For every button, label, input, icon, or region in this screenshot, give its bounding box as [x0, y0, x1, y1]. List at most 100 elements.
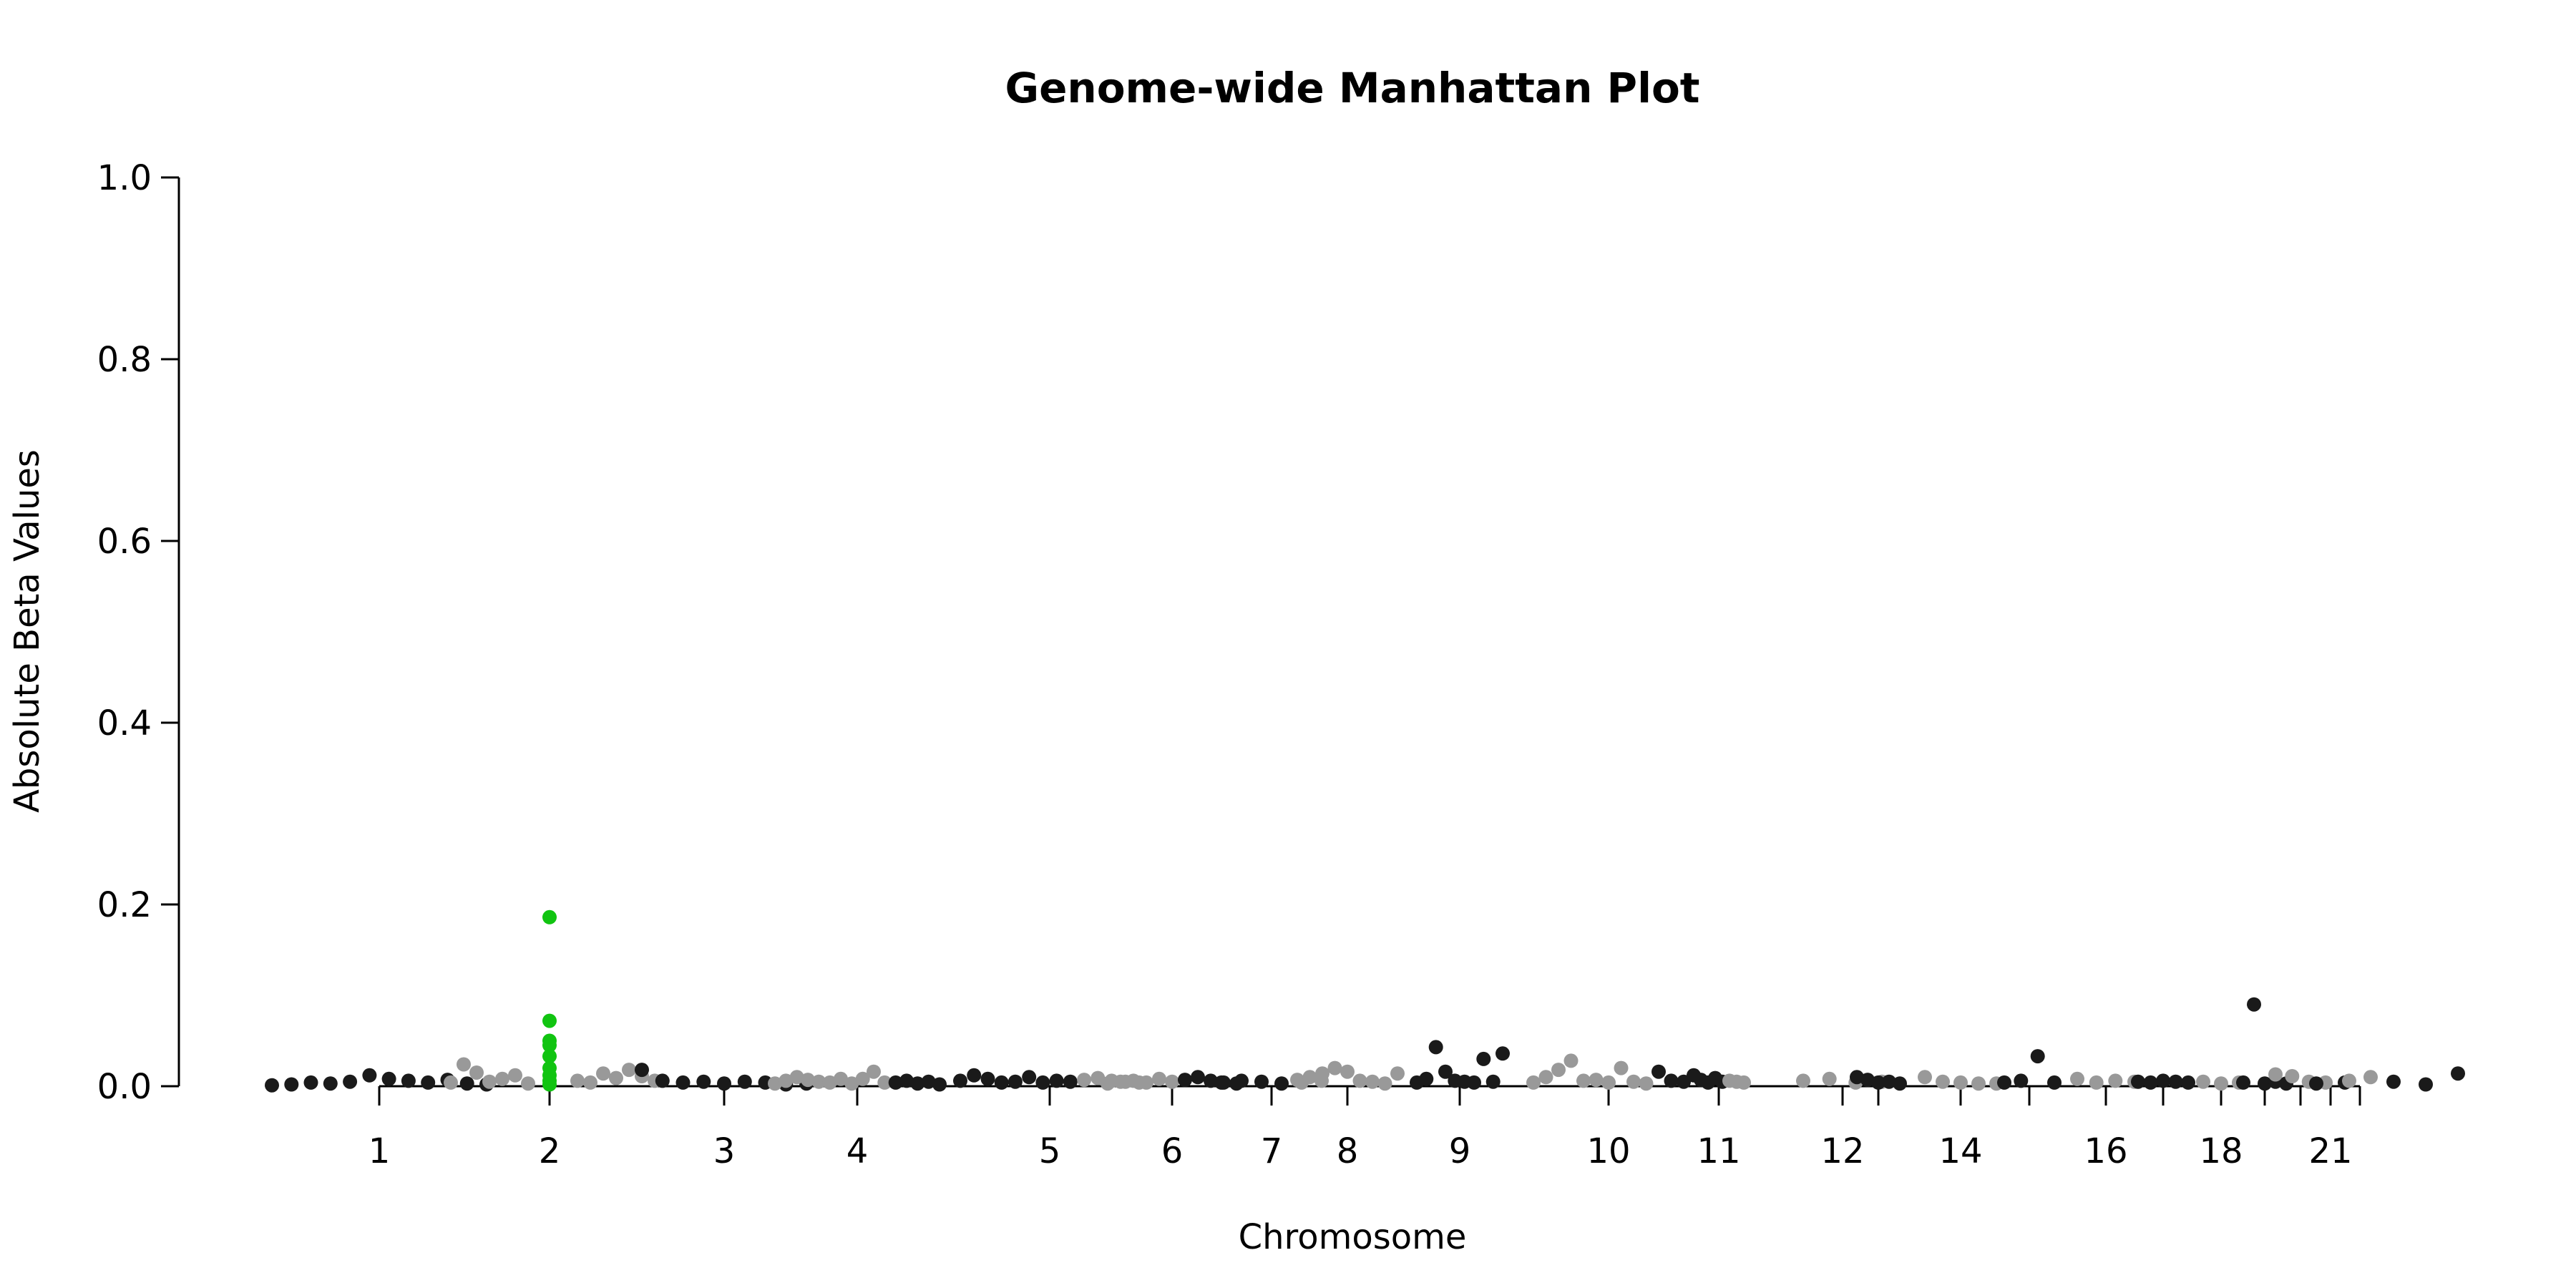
data-point [1639, 1076, 1654, 1091]
data-point [1204, 1073, 1218, 1088]
data-point [1178, 1073, 1192, 1088]
data-point [2247, 997, 2261, 1012]
data-point [542, 1013, 557, 1028]
data-point [1377, 1076, 1392, 1091]
data-point [459, 1076, 474, 1091]
data-point [1049, 1073, 1064, 1088]
data-point [1063, 1074, 1078, 1089]
data-point [521, 1076, 535, 1091]
data-point [2143, 1075, 2158, 1090]
data-point [1365, 1074, 1380, 1089]
data-point [381, 1071, 396, 1086]
x-tick-label: 4 [847, 1131, 869, 1171]
data-point [717, 1076, 731, 1091]
data-point [1997, 1075, 2011, 1090]
data-point [508, 1068, 522, 1083]
data-point [811, 1074, 826, 1089]
data-point [1882, 1074, 1896, 1089]
data-point [1871, 1075, 1885, 1090]
data-point [2047, 1075, 2062, 1090]
data-point [696, 1074, 711, 1089]
x-tick-label: 6 [1161, 1131, 1184, 1171]
data-point [867, 1064, 881, 1079]
data-point [967, 1068, 982, 1083]
x-tick-label: 14 [1938, 1131, 1982, 1171]
data-point [265, 1078, 279, 1093]
data-point [1485, 1074, 1501, 1089]
data-point [1563, 1053, 1579, 1068]
data-point [737, 1074, 752, 1089]
data-point [2419, 1077, 2433, 1092]
data-point [834, 1071, 848, 1086]
data-point [953, 1073, 967, 1088]
data-point [855, 1071, 870, 1086]
data-point [1589, 1073, 1604, 1088]
data-point [1315, 1066, 1330, 1081]
data-point [622, 1063, 636, 1078]
data-point [1234, 1073, 1249, 1088]
data-point [1626, 1074, 1641, 1089]
data-point [1953, 1075, 1968, 1090]
data-point [2196, 1074, 2210, 1089]
x-tick-label: 9 [1449, 1131, 1471, 1171]
data-point [1290, 1073, 1304, 1088]
data-point [482, 1074, 497, 1089]
data-point [2285, 1069, 2300, 1083]
x-tick-label: 2 [539, 1131, 561, 1171]
data-point [1152, 1071, 1166, 1086]
data-point [921, 1074, 936, 1089]
data-point [1467, 1075, 1481, 1090]
y-tick-label: 0.6 [97, 522, 152, 562]
data-point [2309, 1076, 2323, 1091]
x-axis-label: Chromosome [1239, 1217, 1467, 1257]
data-point [1476, 1051, 1491, 1066]
data-point [899, 1073, 914, 1088]
x-tick-label: 16 [2084, 1131, 2127, 1171]
data-point [994, 1075, 1009, 1090]
data-point [596, 1066, 610, 1081]
data-point [1340, 1064, 1355, 1079]
data-point [2070, 1071, 2084, 1086]
y-tick-label: 0.4 [97, 703, 152, 743]
data-point [303, 1075, 318, 1090]
x-tick-label: 7 [1261, 1131, 1283, 1171]
data-point [1302, 1070, 1317, 1085]
data-point [1496, 1046, 1510, 1061]
data-point [583, 1075, 597, 1090]
data-point [284, 1077, 299, 1092]
data-point [343, 1074, 358, 1089]
data-point [1101, 1076, 1115, 1091]
data-point [1022, 1070, 1037, 1085]
data-point [2030, 1049, 2045, 1064]
data-point [2268, 1067, 2283, 1082]
y-axis: 0.0 0.2 0.4 0.6 0.8 1.0 [97, 158, 180, 1107]
data-point [801, 1073, 815, 1088]
data-point [1737, 1075, 1751, 1090]
x-tick-label: 3 [713, 1131, 736, 1171]
data-point [1113, 1074, 1128, 1089]
data-point [1077, 1073, 1092, 1088]
data-point [2156, 1073, 2170, 1088]
x-axis: 1 2 3 4 5 6 7 8 9 10 11 12 14 16 18 21 [369, 1085, 2361, 1171]
data-point [1526, 1075, 1541, 1090]
data-point [932, 1077, 947, 1092]
data-point [1860, 1073, 1875, 1088]
data-point [2386, 1074, 2401, 1089]
data-point [888, 1075, 903, 1090]
data-point [1139, 1075, 1153, 1090]
data-point [1274, 1076, 1289, 1091]
data-point [1850, 1070, 1864, 1085]
data-point [1191, 1070, 1205, 1085]
data-point [1438, 1064, 1453, 1079]
data-point [2108, 1073, 2123, 1088]
data-point [1971, 1076, 1986, 1091]
data-point [1165, 1074, 1179, 1089]
data-point [2258, 1076, 2272, 1091]
data-point [542, 1077, 557, 1092]
data-point [2181, 1075, 2195, 1090]
data-point [2168, 1074, 2183, 1089]
data-point [401, 1073, 416, 1088]
data-point [323, 1076, 338, 1091]
data-point [542, 909, 557, 924]
